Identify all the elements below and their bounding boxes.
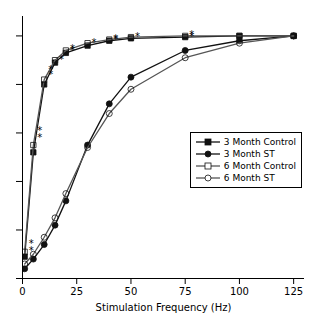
svg-text:*: * xyxy=(59,54,64,65)
svg-text:125: 125 xyxy=(284,286,303,297)
svg-text:*: * xyxy=(70,43,75,54)
svg-text:Stimulation Frequency (Hz): Stimulation Frequency (Hz) xyxy=(96,302,232,313)
svg-text:*: * xyxy=(92,37,97,48)
svg-text:*: * xyxy=(189,29,194,40)
html-text:6 Month ST: 6 Month ST xyxy=(223,173,275,183)
svg-text:*: * xyxy=(29,238,34,249)
svg-text:*: * xyxy=(37,125,42,136)
svg-text:100: 100 xyxy=(230,286,249,297)
svg-text:50: 50 xyxy=(125,286,138,297)
html-text:3 Month ST: 3 Month ST xyxy=(223,149,275,159)
html-text:3 Month Control: 3 Month Control xyxy=(223,137,296,147)
svg-text:*: * xyxy=(135,31,140,42)
svg-text:*: * xyxy=(113,33,118,44)
svg-text:75: 75 xyxy=(179,286,192,297)
html-text:6 Month Control: 6 Month Control xyxy=(223,161,296,171)
svg-text:0: 0 xyxy=(19,286,25,297)
svg-text:*: * xyxy=(48,64,53,75)
svg-text:25: 25 xyxy=(70,286,83,297)
